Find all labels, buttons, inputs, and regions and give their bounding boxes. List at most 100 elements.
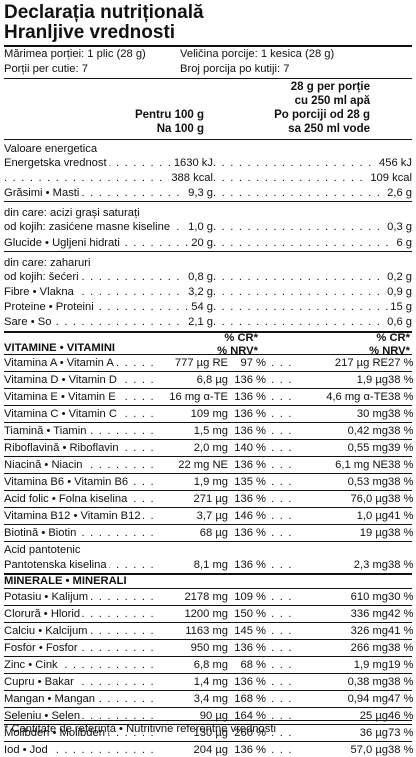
- nutrition-row: din care: zaharuri: [4, 256, 412, 270]
- nutrition-row: . . . . . . . . . . . . . . . . . . . . …: [4, 220, 412, 234]
- value-per-serving: 25 µg: [294, 709, 388, 723]
- value-per-serving: 336 mg: [294, 607, 388, 621]
- footnote: * Cantitate de referință • Nutritivne re…: [4, 723, 276, 735]
- section-rule: [4, 354, 412, 355]
- vitamin-row: . . . . . . . . . . . . . . . . . . . . …: [4, 441, 414, 455]
- nutrient-label: Proteine • Proteini: [4, 300, 96, 314]
- value-per-serving: 57,0 µg: [294, 743, 388, 757]
- perserving-header-line2: cu 250 ml apă: [294, 95, 370, 107]
- value-per-100g: 1163 mg: [154, 624, 228, 638]
- value-per-100g: 388 kcal: [169, 171, 213, 185]
- nrv-percent-per-serving: 38 %: [388, 407, 414, 421]
- nrv-percent-per-serving: 38 %: [388, 558, 414, 572]
- dot-leader: . . . . . . . . . . . . . . . . . . . . …: [213, 286, 412, 298]
- value-per-100g: 3,4 mg: [154, 692, 228, 706]
- nrv-percent-per-100g: 109 %: [228, 590, 266, 604]
- value-per-100g: 22 mg NE: [154, 458, 228, 472]
- nutrient-label: Pantotenska kiselina: [4, 558, 109, 572]
- section-rule: [4, 507, 412, 508]
- nutrient-label: Glucide • Ugljeni hidrati: [4, 236, 122, 250]
- dot-leader: . . . . . . . . . . . . . . . . . . . . …: [213, 316, 412, 328]
- value-per-100g: 6,8 mg: [154, 658, 228, 672]
- nutrient-label: Niacină • Niacin: [4, 458, 85, 472]
- nrv-percent-per-serving: 73 %: [388, 726, 414, 740]
- section-rule: [4, 456, 412, 457]
- value-per-serving: 6,1 mg NE: [294, 458, 388, 472]
- nutrient-label: Iod • Jod: [4, 743, 50, 757]
- vitamin-row: . . . . . . . . . . . . . . . . . . . . …: [4, 526, 414, 540]
- header-rule: [4, 139, 412, 140]
- value-per-100g: 2,0 mg: [154, 441, 228, 455]
- section-rule: [4, 541, 412, 542]
- value-per-100g: 90 µg: [154, 709, 228, 723]
- value-per-100g: 130 µg: [154, 726, 228, 740]
- nrv-percent-per-100g: 136 %: [228, 458, 266, 472]
- nrv-percent-per-serving: 38 %: [388, 458, 414, 472]
- value-per-100g: 109 mg: [154, 407, 228, 421]
- nutrient-label: Riboflavină • Riboflavin: [4, 441, 121, 455]
- value-per-serving: 30 mg: [294, 407, 388, 421]
- dot-leader: . . . . . . . . . . . . . . . . . . . . …: [213, 221, 412, 233]
- nrv-percent-per-100g: 164 %: [228, 709, 266, 723]
- nrv-percent-per-serving: 38 %: [388, 526, 414, 540]
- cr-header-perserving-line1: % CR*: [376, 332, 410, 344]
- nutrient-label: Vitamina D • Vitamin D: [4, 373, 119, 387]
- section-rule: [4, 371, 412, 372]
- value-per-serving: 0,94 mg: [294, 692, 388, 706]
- section-rule: [4, 588, 412, 589]
- section-rule: [4, 405, 412, 406]
- nutrient-label: Calciu • Kalcijum: [4, 624, 90, 638]
- value-per-100g: 1,9 mg: [154, 475, 228, 489]
- title-sr: Hranljive vrednosti: [4, 22, 176, 43]
- nutrient-label: din care: zaharuri: [4, 256, 93, 270]
- section-rule: [4, 201, 412, 202]
- value-per-serving: 266 mg: [294, 641, 388, 655]
- vitamin-row: . . . . . . . . . . . . . . . . . . . . …: [4, 558, 414, 572]
- nutrient-label: Energetska vrednost: [4, 156, 109, 170]
- nutrient-label: Vitamina C • Vitamin C: [4, 407, 119, 421]
- nrv-percent-per-100g: 136 %: [228, 424, 266, 438]
- nrv-percent-per-100g: 68 %: [228, 658, 266, 672]
- value-per-serving: 0,6 g: [385, 315, 412, 329]
- nutrient-label: Valoare energetica: [4, 142, 100, 156]
- section-rule: [4, 490, 412, 491]
- value-per-serving: 0,53 mg: [294, 475, 388, 489]
- servings-count-sr: Broj porcija po kutiji: 7: [180, 63, 290, 75]
- per100-header: Pentru 100 g Na 100 g: [135, 108, 204, 136]
- section-rule: [4, 251, 412, 252]
- value-per-serving: 1,0 µg: [294, 509, 388, 523]
- per100-header-line2: Na 100 g: [156, 123, 204, 135]
- dot-leader: . . . . . . . . . . . . . . . . . . . . …: [213, 237, 412, 249]
- nrv-percent-per-serving: 39 %: [388, 441, 414, 455]
- perserving-header-line3: Po porciji od 28 g: [274, 109, 370, 121]
- nutrient-label: Clorură • Hlorid: [4, 607, 83, 621]
- nutrition-row: . . . . . . . . . . . . . . . . . . . . …: [4, 285, 412, 299]
- perserving-header-line1: 28 g per porție: [290, 81, 370, 93]
- nrv-percent-per-100g: 136 %: [228, 492, 266, 506]
- nrv-percent-per-serving: 41 %: [388, 624, 414, 638]
- vitamin-row: . . . . . . . . . . . . . . . . . . . . …: [4, 356, 414, 370]
- value-per-serving: 326 mg: [294, 624, 388, 638]
- section-rule: [4, 622, 412, 623]
- section-rule: [4, 605, 412, 606]
- nrv-percent-per-serving: 41 %: [388, 509, 414, 523]
- nrv-percent-per-100g: 97 %: [228, 356, 266, 370]
- value-per-100g: 68 µg: [154, 526, 228, 540]
- value-per-serving: 4,6 mg α-TE: [294, 390, 388, 404]
- value-per-100g: 1630 kJ: [171, 156, 213, 170]
- pantothenic-label-ro: Acid pantotenic: [4, 544, 81, 556]
- vitamin-row: . . . . . . . . . . . . . . . . . . . . …: [4, 407, 414, 421]
- nutrient-label: Potasiu • Kalijum: [4, 590, 91, 604]
- nutrient-label: od kojih: šećeri: [4, 270, 81, 284]
- nrv-percent-per-serving: 38 %: [388, 424, 414, 438]
- nutrition-label: Declarația nutrițională Hranljive vredno…: [4, 3, 414, 757]
- nrv-percent-per-100g: 136 %: [228, 743, 266, 757]
- section-rule: [4, 707, 412, 708]
- nrv-percent-per-serving: 38 %: [388, 373, 414, 387]
- nrv-percent-per-serving: 30 %: [388, 590, 414, 604]
- nutrition-row: Valoare energetica: [4, 142, 412, 156]
- nutrition-row: . . . . . . . . . . . . . . . . . . . . …: [4, 270, 412, 284]
- dot-leader: . . . . . . . . . . . . . . . . . . . . …: [213, 172, 412, 184]
- title-rule: [4, 45, 412, 47]
- nrv-percent-per-100g: 260 %: [228, 726, 266, 740]
